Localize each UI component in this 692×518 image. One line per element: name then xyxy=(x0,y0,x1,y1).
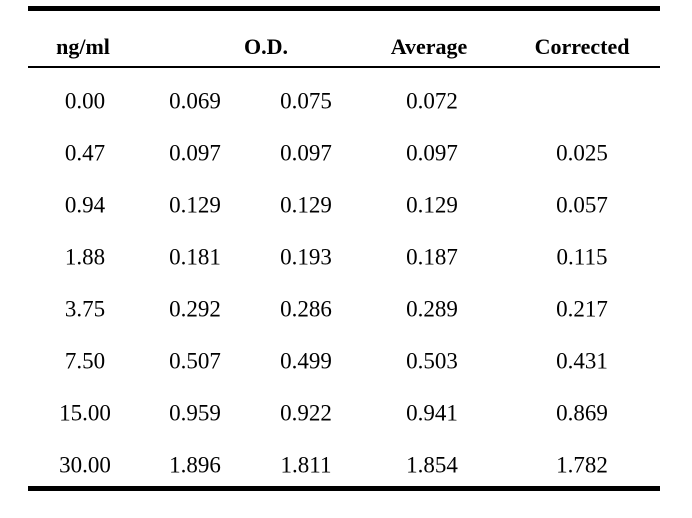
cell-concentration: 0.94 xyxy=(64,192,106,218)
cell-corrected: 0.025 xyxy=(556,140,608,166)
cell-od-1: 0.292 xyxy=(169,296,221,322)
cell-concentration: 7.50 xyxy=(64,348,106,374)
cell-od-1: 0.507 xyxy=(169,348,221,374)
cell-average: 0.097 xyxy=(406,140,458,166)
header-concentration: ng/ml xyxy=(56,34,110,59)
cell-od-2: 0.286 xyxy=(280,296,332,322)
table-bottom-rule xyxy=(28,486,660,491)
cell-concentration: 0.00 xyxy=(64,88,106,114)
cell-average: 0.941 xyxy=(406,400,458,426)
cell-od-1: 0.181 xyxy=(169,244,221,270)
cell-od-1: 1.896 xyxy=(169,452,221,478)
cell-od-2: 0.193 xyxy=(280,244,332,270)
cell-od-2: 0.499 xyxy=(280,348,332,374)
cell-od-2: 0.129 xyxy=(280,192,332,218)
table-header-rule xyxy=(28,66,660,68)
cell-od-2: 0.075 xyxy=(280,88,332,114)
cell-od-1: 0.129 xyxy=(169,192,221,218)
cell-od-1: 0.069 xyxy=(169,88,221,114)
cell-concentration: 0.47 xyxy=(64,140,106,166)
table-top-rule xyxy=(28,6,660,11)
cell-corrected: 0.115 xyxy=(556,244,608,270)
cell-average: 1.854 xyxy=(406,452,458,478)
cell-concentration: 1.88 xyxy=(64,244,106,270)
cell-od-2: 1.811 xyxy=(280,452,332,478)
cell-average: 0.289 xyxy=(406,296,458,322)
header-od: O.D. xyxy=(244,34,288,59)
cell-average: 0.187 xyxy=(406,244,458,270)
header-average: Average xyxy=(390,34,468,59)
cell-concentration: 3.75 xyxy=(64,296,106,322)
cell-od-1: 0.097 xyxy=(169,140,221,166)
cell-corrected: 0.217 xyxy=(556,296,608,322)
cell-average: 0.129 xyxy=(406,192,458,218)
cell-od-2: 0.097 xyxy=(280,140,332,166)
cell-corrected: 0.057 xyxy=(556,192,608,218)
cell-od-2: 0.922 xyxy=(280,400,332,426)
cell-corrected: 0.869 xyxy=(556,400,608,426)
cell-concentration: 30.00 xyxy=(59,452,111,478)
cell-concentration: 15.00 xyxy=(59,400,111,426)
header-corrected: Corrected xyxy=(534,34,630,59)
cell-average: 0.072 xyxy=(406,88,458,114)
cell-average: 0.503 xyxy=(406,348,458,374)
cell-corrected: 1.782 xyxy=(556,452,608,478)
cell-od-1: 0.959 xyxy=(169,400,221,426)
cell-corrected: 0.431 xyxy=(556,348,608,374)
